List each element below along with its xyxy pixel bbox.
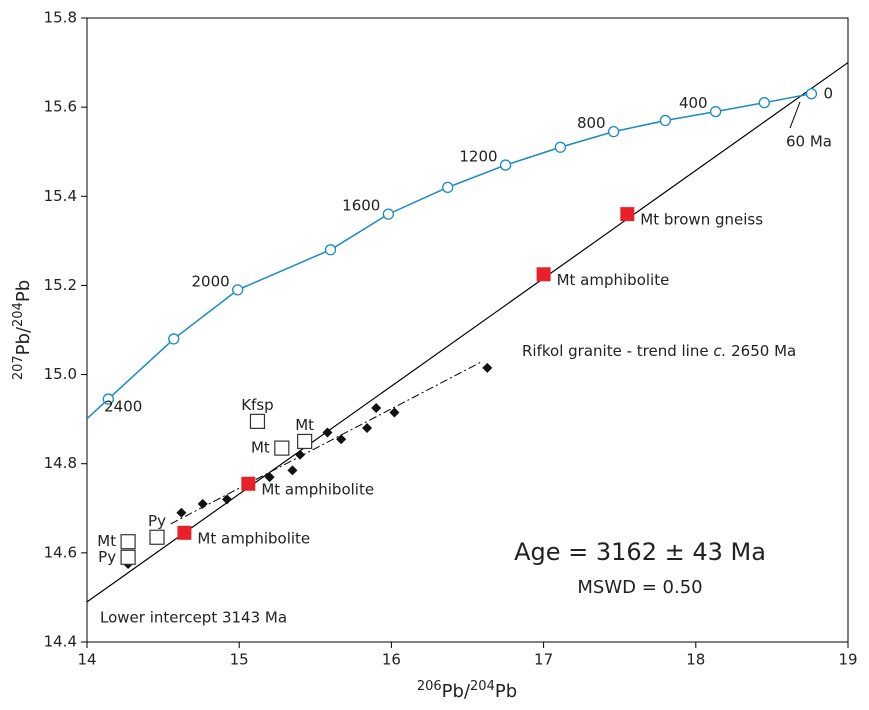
diamond-point [197,498,208,509]
x-tick-label: 18 [686,651,705,669]
label-part: Pb [13,280,34,302]
y-tick-label: 14.4 [44,633,77,651]
y-tick-label: 15.8 [44,9,77,27]
age-label: 2000 [191,272,229,290]
intercept-annotation: Lower intercept 3143 Ma [100,609,287,627]
superscript: 204 [11,302,26,327]
label-part: Pb/ [442,681,471,702]
open-square [120,534,136,550]
superscript: 206 [417,679,442,694]
plot-frame [86,17,849,643]
diamond-point [362,423,373,434]
growth-point [805,88,818,100]
superscript: 207 [11,355,26,380]
x-tick-label: 14 [77,651,96,669]
growth-point [442,181,454,194]
rifkol-text: Rifkol granite - trend line [522,342,713,360]
mswd-annotation: MSWD = 0.50 [577,577,702,598]
age-label: 800 [577,114,606,132]
age-annotation: Age = 3162 ± 43 Ma [514,538,766,566]
open-square [249,413,266,429]
open-square [149,529,165,545]
y-tick-label: 15.6 [44,98,77,116]
growth-point [499,159,512,171]
x-tick-label: 15 [230,651,249,669]
y-axis-label: 207Pb/204Pb [11,280,35,380]
y-tick-label: 15.4 [44,187,77,205]
open-square [120,549,136,565]
age-label: 2400 [104,398,142,416]
sample-label: Mt amphibolite [261,480,374,498]
y-tick-label: 15.2 [44,276,77,294]
diamond-point [264,472,275,483]
label-part: Pb [495,681,517,702]
diamond-point [371,403,382,413]
open-square [297,433,313,450]
growth-point [554,141,566,153]
age-label: 400 [679,94,708,112]
red-square [177,525,192,540]
growth-point [382,208,395,220]
growth-point [324,244,337,256]
open-square [274,440,290,456]
sample-label: Kfsp [241,396,273,414]
sample-label: Mt [97,532,116,550]
sample-label: Mt amphibolite [557,271,670,289]
age-label: 1600 [342,197,380,215]
isochron-line [86,62,849,603]
leader-line [789,101,801,129]
sixty-ma-annotation: 60 Ma [786,133,832,151]
diamond-point [176,507,187,518]
y-tick-label: 15.0 [44,365,77,383]
diamond-point [336,434,347,445]
x-tick-label: 17 [534,651,553,669]
sample-label: Py [148,512,166,530]
diamond-point [287,465,298,476]
growth-point [709,105,722,118]
sample-label: Mt [251,439,270,457]
growth-point [607,126,620,138]
red-square [241,476,256,491]
diamond-point [322,427,333,438]
trend-line [170,360,483,525]
x-tick-label: 16 [382,651,401,669]
sample-label: Mt amphibolite [197,529,310,547]
growth-point [102,393,114,405]
superscript: 204 [470,679,495,694]
label-part: Pb/ [13,326,34,355]
growth-curve [86,93,812,420]
growth-point [758,97,770,109]
age-label: 0 [823,84,833,102]
age-label: 1200 [459,148,497,166]
growth-point [232,284,244,296]
red-square [620,207,635,222]
rifkol-text: 2650 Ma [726,342,796,360]
sample-label: Py [98,548,116,566]
diamond-point [222,494,233,505]
sample-label: Mt brown gneiss [640,211,763,229]
sample-label: Mt [295,416,314,434]
growth-point [168,333,180,345]
red-square [536,267,551,282]
growth-point [659,114,672,127]
y-tick-label: 14.8 [44,454,77,472]
x-tick-label: 19 [838,651,857,669]
diamond-point [482,362,493,373]
diamond-point [295,449,306,460]
y-tick-label: 14.6 [44,543,77,561]
x-axis-label: 206Pb/204Pb [417,679,517,703]
diamond-point [389,407,400,418]
rifkol-text: c. [713,342,726,360]
rifkol-annotation: Rifkol granite - trend line c. 2650 Ma [522,342,796,360]
